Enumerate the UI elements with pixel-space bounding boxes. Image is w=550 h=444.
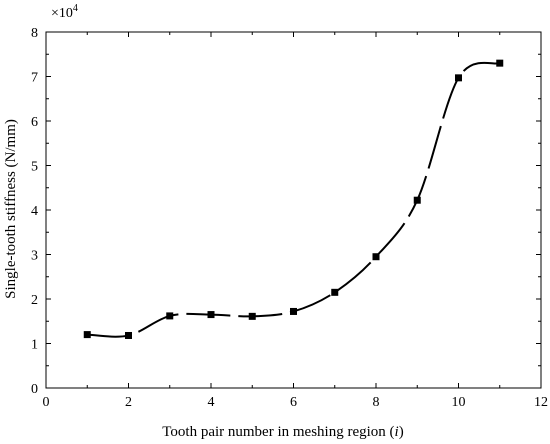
series-line [87, 61, 501, 338]
data-point [413, 196, 421, 204]
x-axis-title: Tooth pair number in meshing region (i) [162, 424, 403, 440]
data-point [372, 253, 380, 261]
y-tick-label: 2 [31, 293, 38, 308]
x-tick-label: 6 [290, 395, 297, 410]
data-point [331, 288, 339, 296]
y-tick-label: 8 [31, 26, 38, 41]
axis-ticks [45, 31, 542, 389]
x-tick-label: 0 [43, 395, 50, 410]
x-tick-label: 8 [373, 395, 380, 410]
x-tick-label: 2 [125, 395, 132, 410]
data-point [248, 312, 256, 320]
data-point [290, 307, 297, 315]
y-tick-label: 1 [31, 338, 38, 353]
y-axis-title: Single-tooth stiffness (N/mm) [3, 119, 19, 299]
x-tick-label: 4 [208, 395, 215, 410]
y-tick-label: 3 [31, 249, 38, 264]
data-point [166, 312, 174, 320]
plot-frame [45, 31, 542, 389]
y-tick-label: 7 [31, 71, 38, 86]
y-tick-label: 6 [31, 115, 38, 130]
y-axis-multiplier: ×104 [51, 3, 78, 21]
data-point [455, 74, 462, 82]
data-points [83, 59, 504, 339]
y-tick-label: 4 [31, 204, 38, 219]
y-tick-label: 5 [31, 160, 38, 175]
data-point [83, 331, 91, 339]
data-point [125, 331, 132, 339]
data-point [496, 59, 504, 67]
x-tick-label: 10 [452, 395, 466, 410]
y-tick-label: 0 [31, 382, 38, 397]
data-point [207, 311, 215, 319]
x-tick-label: 12 [534, 395, 548, 410]
